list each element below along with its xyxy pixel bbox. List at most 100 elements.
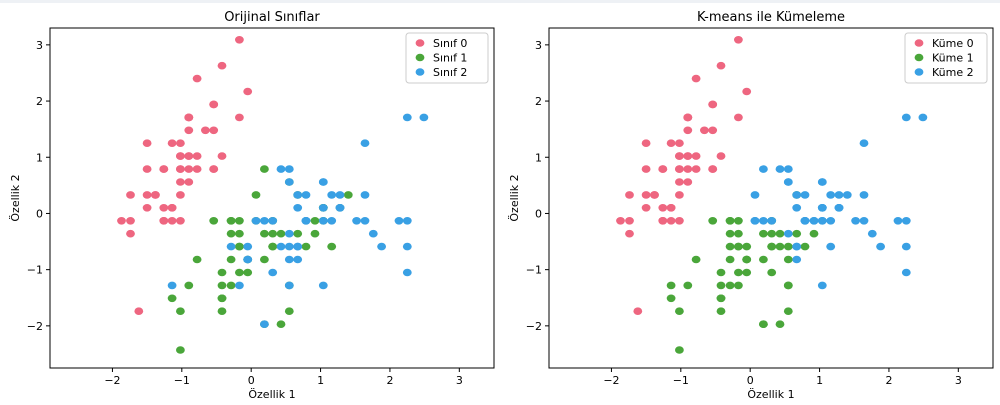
data-point: [284, 307, 294, 316]
data-point: [633, 307, 643, 316]
data-point: [293, 242, 303, 251]
data-point: [759, 217, 768, 225]
data-point: [134, 307, 144, 316]
data-point: [209, 126, 219, 135]
y-tick-label: −1: [526, 264, 542, 277]
data-point: [792, 242, 802, 251]
data-point: [310, 217, 320, 225]
y-tick-label: 3: [535, 39, 542, 52]
data-point: [792, 229, 802, 238]
data-point: [394, 217, 404, 225]
data-point: [775, 165, 785, 173]
data-point: [901, 242, 911, 251]
data-point: [826, 191, 836, 199]
x-tick-label: −1: [174, 374, 190, 387]
data-point: [700, 126, 709, 135]
data-point: [209, 100, 219, 109]
data-point: [352, 217, 361, 225]
data-point: [217, 152, 227, 160]
data-point: [725, 242, 735, 251]
x-axis-label: Özellik 1: [747, 388, 794, 401]
data-point: [759, 165, 768, 173]
data-point: [268, 229, 278, 238]
data-point: [243, 268, 253, 277]
data-point: [159, 204, 169, 212]
data-point: [783, 178, 793, 186]
data-point: [666, 281, 676, 290]
data-point: [192, 74, 202, 83]
data-point: [377, 242, 386, 251]
data-point: [759, 255, 768, 264]
data-point: [826, 242, 836, 251]
data-point: [809, 217, 819, 225]
data-point: [176, 307, 185, 316]
data-point: [859, 217, 869, 225]
legend-marker: [415, 68, 425, 76]
data-point: [126, 191, 135, 199]
data-point: [402, 242, 412, 251]
data-point: [783, 242, 793, 251]
data-point: [235, 242, 244, 251]
data-point: [867, 229, 877, 238]
data-point: [235, 281, 244, 290]
data-point: [734, 268, 743, 277]
data-point: [742, 242, 752, 251]
y-tick-label: 2: [36, 95, 43, 108]
data-point: [716, 268, 726, 277]
data-point: [734, 281, 743, 290]
data-point: [293, 255, 303, 264]
data-point: [650, 191, 659, 199]
data-point: [767, 242, 777, 251]
data-point: [226, 217, 236, 225]
x-tick-label: 1: [317, 374, 324, 387]
data-point: [167, 294, 177, 303]
legend-entry: Sınıf 0: [433, 37, 467, 50]
data-point: [318, 281, 328, 290]
data-point: [301, 191, 311, 199]
data-point: [176, 346, 185, 354]
data-point: [235, 113, 244, 122]
data-point: [176, 139, 185, 147]
x-tick-label: −2: [603, 374, 619, 387]
data-point: [742, 268, 752, 277]
data-point: [783, 307, 793, 316]
data-point: [184, 152, 194, 160]
data-point: [625, 229, 634, 238]
data-point: [260, 217, 269, 225]
data-point: [335, 204, 345, 212]
data-point: [159, 165, 169, 173]
data-point: [251, 191, 261, 199]
data-point: [851, 217, 860, 225]
y-tick-label: 1: [535, 151, 542, 164]
data-point: [826, 217, 836, 225]
series-0: [117, 36, 253, 316]
data-point: [675, 139, 684, 147]
x-tick-label: 3: [456, 374, 463, 387]
y-tick-label: 2: [535, 95, 542, 108]
data-point: [192, 165, 202, 173]
data-point: [151, 191, 160, 199]
data-point: [310, 229, 320, 238]
data-point: [176, 217, 185, 225]
legend-box: [405, 32, 489, 84]
data-point: [792, 204, 802, 212]
y-tick-label: 0: [36, 207, 43, 220]
data-point: [117, 217, 126, 225]
data-point: [750, 217, 760, 225]
data-point: [335, 191, 345, 199]
data-point: [834, 204, 844, 212]
data-point: [209, 217, 219, 225]
data-point: [176, 178, 185, 186]
data-point: [901, 113, 911, 122]
data-point: [675, 346, 684, 354]
data-point: [683, 178, 693, 186]
data-point: [360, 217, 370, 225]
data-point: [834, 191, 844, 199]
data-point: [800, 217, 810, 225]
data-point: [683, 281, 693, 290]
data-point: [759, 320, 768, 329]
data-point: [893, 217, 903, 225]
y-tick-label: −2: [526, 320, 542, 333]
y-tick-label: 0: [535, 207, 542, 220]
data-point: [767, 268, 777, 277]
